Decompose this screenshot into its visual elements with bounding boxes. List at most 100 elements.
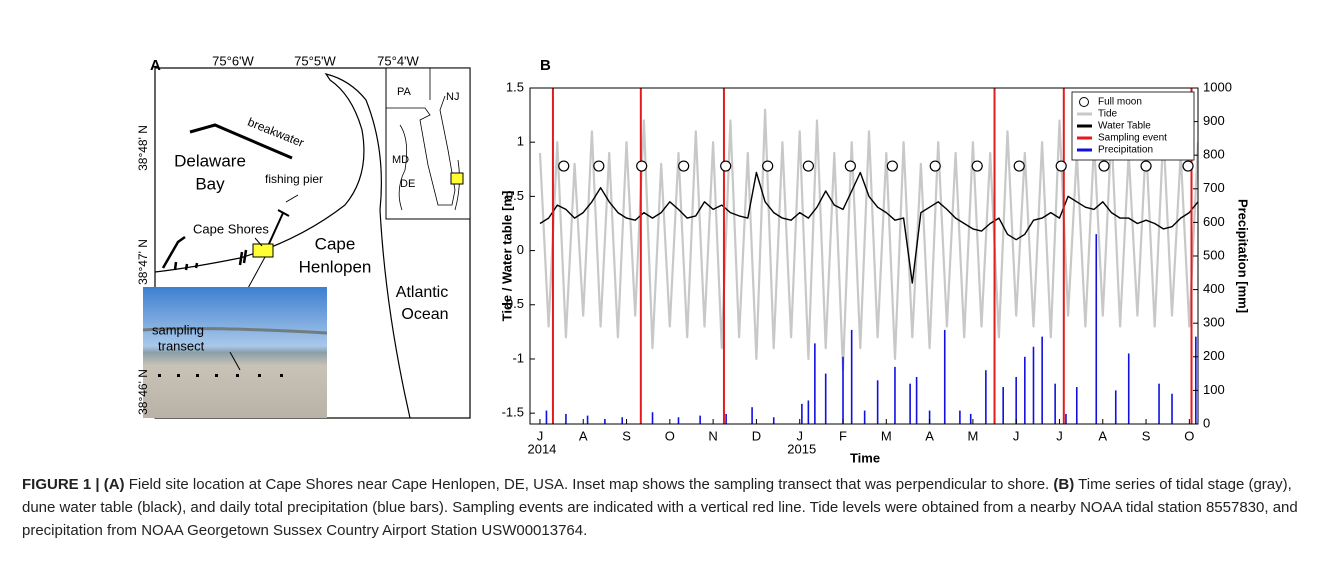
x-tick-label: S (1142, 428, 1151, 443)
bar (651, 412, 654, 424)
bar (842, 356, 844, 424)
bar (621, 417, 624, 424)
arrow (285, 194, 299, 203)
x-tick-label: M (881, 428, 892, 443)
y-tick-label: 1 (517, 134, 524, 149)
map-label: transect (158, 338, 205, 353)
site-box (252, 243, 274, 258)
y2-tick-label: 800 (1203, 147, 1225, 162)
bar (807, 400, 810, 424)
x-tick-label: F (839, 428, 847, 443)
bar (985, 370, 987, 424)
bar (915, 376, 918, 424)
marker (720, 160, 732, 172)
map-label: Cape Shores (193, 221, 269, 236)
y-tick-label: -1.5 (502, 405, 524, 420)
legend-label: Sampling event (1098, 133, 1167, 144)
marker (762, 160, 774, 172)
bar (725, 413, 727, 424)
y-tick-label: -1 (512, 350, 524, 365)
x-tick-label: S (622, 428, 631, 443)
inset-label: NJ (446, 91, 459, 103)
marker (1098, 160, 1110, 172)
piers (161, 235, 248, 271)
panel-ref: (A) (103, 476, 125, 493)
caption: FIGURE 1 | (A) Field site location at Ca… (22, 473, 1327, 542)
bar (1015, 376, 1017, 424)
marker (929, 160, 941, 172)
bar (824, 373, 827, 424)
bar (876, 380, 879, 424)
y2-tick-label: 600 (1203, 214, 1225, 229)
bar (943, 329, 946, 424)
y-tick-label: 0.5 (506, 188, 524, 203)
bar (909, 383, 911, 424)
marker (1182, 160, 1194, 172)
legend-label: Tide (1098, 109, 1118, 120)
inset-label: PA (397, 86, 412, 98)
marker (886, 160, 898, 172)
map-label: Cape (315, 234, 356, 253)
map (142, 67, 471, 419)
figure-label: FIGURE 1 | (22, 476, 100, 493)
x-axis-label: Time (850, 450, 880, 465)
marker (636, 160, 648, 172)
panel-ref: (B) (1053, 476, 1075, 493)
x-tick-label: O (1184, 428, 1194, 443)
caption-text: Time series of tidal stage (gray), dune … (22, 476, 1298, 539)
y2-tick-label: 100 (1203, 382, 1225, 397)
y-tick-label: 0 (517, 242, 524, 257)
bar (1158, 383, 1160, 424)
map-label: Bay (195, 174, 225, 193)
bar (1114, 390, 1117, 424)
y2-tick-label: 1000 (1203, 79, 1232, 94)
y2-axis-label: Precipitation [mm] (1236, 199, 1251, 313)
bar (928, 410, 931, 424)
bar (604, 418, 606, 424)
photo-arrow (229, 351, 241, 371)
breakwater-line (189, 123, 293, 160)
x-tick-label: O (665, 428, 675, 443)
arrows (246, 237, 266, 291)
y-tick-label: 1.5 (506, 79, 524, 94)
lon-label: 75°4'W (377, 53, 419, 68)
bar (1002, 387, 1004, 424)
figure: B Tide / Water table [m] Precipitation [mm… (136, 53, 1250, 465)
inset-site (450, 172, 464, 185)
x-tick-label: A (579, 428, 588, 443)
map-label: Atlantic (396, 284, 448, 301)
bar (1127, 353, 1130, 424)
marker (802, 160, 814, 172)
marker (1140, 160, 1152, 172)
legend-label: Full moon (1098, 97, 1142, 108)
bar (545, 410, 548, 424)
x-tick-label: J (1013, 428, 1020, 443)
inset-label: MD (392, 154, 409, 166)
y2-tick-label: 400 (1203, 281, 1225, 296)
panel-label: B (540, 57, 551, 74)
bar (801, 403, 803, 424)
bar (772, 417, 775, 424)
legend-label: Precipitation (1098, 145, 1153, 156)
bar (1041, 336, 1043, 424)
marker (593, 160, 605, 172)
caption-text: Field site location at Cape Shores near … (128, 476, 1050, 493)
bar (565, 413, 567, 424)
lat-label: 38°47' N (136, 239, 150, 285)
bar (863, 410, 866, 424)
legend-marker (1079, 97, 1089, 107)
map-label: sampling (152, 322, 204, 337)
map-label: Ocean (401, 306, 448, 323)
year-label: 2014 (527, 441, 556, 456)
legend-box (1071, 91, 1195, 161)
marker (971, 160, 983, 172)
plot-area (538, 88, 1198, 424)
fishing-pier-line (267, 209, 290, 247)
x-tick-label: D (752, 428, 761, 443)
chart: B Tide / Water table [m] Precipitation [mm… (499, 57, 1250, 465)
photo-horizon (142, 327, 328, 335)
map-label: Henlopen (299, 257, 372, 276)
map-label: fishing pier (265, 172, 323, 186)
x-tick-label: A (1098, 428, 1107, 443)
